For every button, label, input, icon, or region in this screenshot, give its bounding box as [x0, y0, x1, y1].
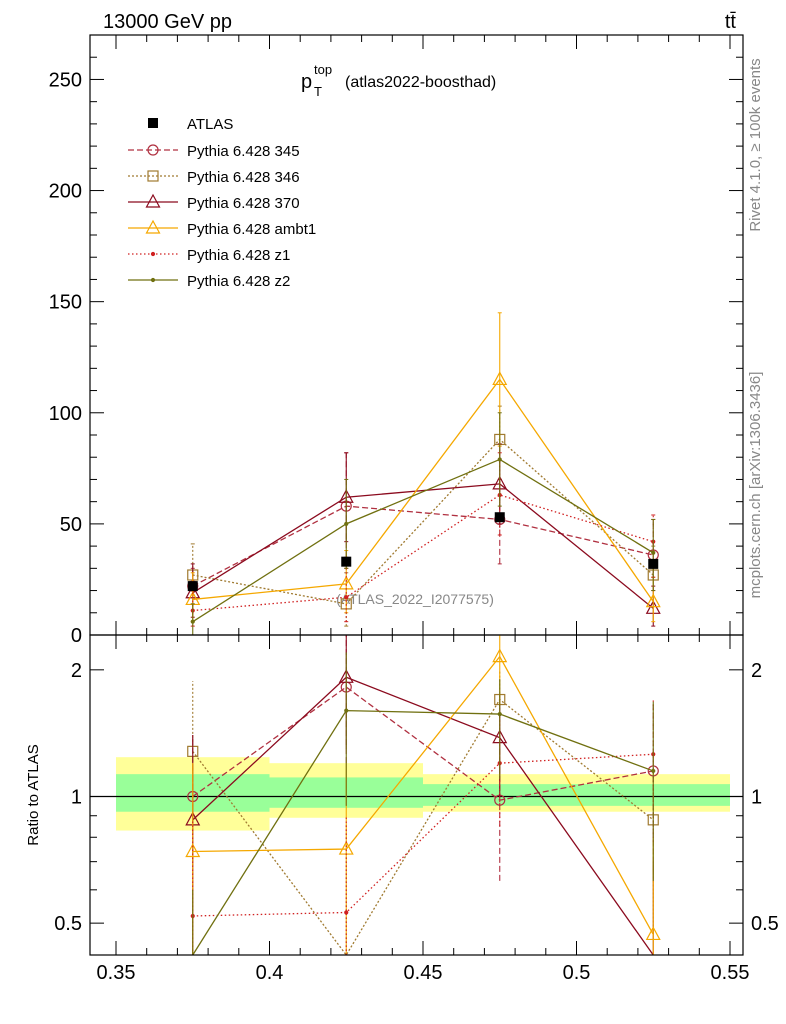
top-axis-ticks: [90, 35, 743, 636]
legend-entry-atlas: ATLAS: [148, 116, 233, 133]
top-y-tick-labels: 0 50 100 150 200 250: [49, 69, 82, 647]
top-series-group: [185, 312, 661, 636]
ratio-y-tick-labels-left: 0.5 1 2: [54, 660, 82, 935]
energy-label: 13000 GeV pp: [103, 11, 232, 33]
top-y-tick-label: 50: [60, 514, 82, 536]
atlas-data-group: [187, 512, 659, 592]
legend-entry-2: Pythia 6.428 370: [128, 193, 300, 212]
ratio-series-line: [192, 753, 654, 917]
ratio-series-5: [192, 652, 656, 956]
ratio-series-point: [651, 768, 656, 774]
ratio-y-tick-label-right: 2: [751, 660, 762, 682]
top-panel: p top T (atlas2022-boosthad) (ATLAS_2022…: [49, 34, 744, 647]
ratio-series-line: [192, 686, 654, 801]
legend-label: Pythia 6.428 370: [187, 195, 300, 212]
legend-marker: [147, 170, 159, 182]
process-label: tt̄: [725, 11, 737, 33]
legend-label: Pythia 6.428 z2: [187, 273, 290, 290]
top-series-line: [192, 505, 654, 587]
legend-marker: [145, 219, 161, 234]
ratio-series-line: [192, 655, 654, 935]
top-series-5: [190, 412, 656, 636]
legend-label: Pythia 6.428 ambt1: [187, 221, 316, 238]
legend-entry-4: Pythia 6.428 z1: [128, 247, 290, 264]
atlas-data-point: [494, 512, 505, 523]
top-y-tick-label: 200: [49, 181, 82, 203]
legend-marker-atlas: [148, 118, 158, 128]
top-series-line: [192, 378, 654, 603]
ratio-y-tick-label-right: 0.5: [751, 913, 779, 935]
title-main: p: [301, 71, 312, 93]
title-suffix: (atlas2022-boosthad): [345, 74, 496, 91]
ratio-axis-ticks: [90, 635, 743, 955]
top-series-point: [190, 619, 195, 624]
ratio-panel-frame: [89, 634, 744, 956]
title-subscript: T: [314, 84, 322, 99]
legend-entry-3: Pythia 6.428 ambt1: [128, 219, 316, 238]
top-series-point: [497, 457, 502, 462]
top-y-tick-label: 100: [49, 403, 82, 425]
ratio-series-point: [497, 711, 502, 717]
top-series-line: [192, 458, 654, 623]
mcplots-label: mcplots.cern.ch [arXiv:1306.3436]: [747, 372, 764, 599]
ratio-y-axis-label: Ratio to ATLAS: [25, 744, 42, 845]
legend-marker: [145, 193, 161, 208]
ratio-y-tick-label: 0.5: [54, 913, 82, 935]
ratio-series-point: [645, 926, 661, 941]
top-series-point: [344, 521, 349, 526]
rivet-version-label: Rivet 4.1.0, ≥ 100k events: [747, 58, 764, 231]
top-series-point: [492, 371, 508, 386]
top-series-point: [344, 595, 349, 600]
legend-marker: [150, 251, 156, 257]
top-series-point: [651, 550, 656, 555]
top-y-tick-label: 250: [49, 69, 82, 91]
title-superscript: top: [314, 62, 332, 77]
legend-entry-5: Pythia 6.428 z2: [128, 273, 290, 290]
ratio-uncertainty-bands: [116, 757, 730, 831]
x-tick-label: 0.55: [711, 962, 750, 984]
top-series-line: [192, 438, 654, 605]
legend-marker: [150, 277, 156, 283]
atlas-data-point: [341, 556, 352, 567]
ratio-series-point: [492, 648, 508, 663]
ratio-series-point: [344, 910, 349, 915]
legend-label: Pythia 6.428 345: [187, 143, 300, 160]
top-series-line: [192, 483, 654, 609]
legend-entry-0: Pythia 6.428 345: [128, 143, 300, 160]
top-y-tick-label: 150: [49, 292, 82, 314]
legend-label: Pythia 6.428 346: [187, 169, 300, 186]
ratio-series-line: [192, 709, 654, 956]
ratio-y-tick-label: 2: [71, 660, 82, 682]
x-tick-label: 0.5: [563, 962, 591, 984]
ratio-y-tick-label-right: 1: [751, 786, 762, 808]
legend-label-atlas: ATLAS: [187, 116, 233, 133]
legend-label: Pythia 6.428 z1: [187, 247, 290, 264]
top-series-line: [192, 494, 654, 612]
ratio-series-point: [344, 708, 349, 713]
ratio-series-group: [185, 635, 661, 957]
top-series-point: [645, 593, 661, 608]
top-y-tick-label: 0: [71, 625, 82, 647]
ratio-series-line: [192, 676, 654, 956]
x-tick-label: 0.4: [256, 962, 284, 984]
x-tick-label: 0.45: [404, 962, 443, 984]
legend-series-entries: Pythia 6.428 345 Pythia 6.428 346 Pythia 6…: [128, 143, 316, 290]
legend-marker: [147, 144, 159, 156]
top-panel-background: [90, 35, 743, 635]
atlas-data-point: [648, 558, 659, 569]
atlas-data-point: [187, 581, 198, 592]
analysis-watermark: (ATLAS_2022_I2077575): [336, 591, 494, 607]
ratio-y-tick-label: 1: [71, 786, 82, 808]
legend-entry-1: Pythia 6.428 346: [128, 169, 300, 186]
ratio-series-line: [192, 698, 654, 957]
x-tick-labels: 0.35 0.4 0.45 0.5 0.55: [97, 962, 750, 984]
ratio-panel: 0.5 1 2 0.5 1 2 0.35 0.4 0.45 0.5 0.55 Ratio to …: [25, 634, 779, 984]
ratio-series-point: [185, 843, 201, 858]
x-tick-label: 0.35: [97, 962, 136, 984]
ratio-y-tick-labels-right: 0.5 1 2: [751, 660, 779, 935]
